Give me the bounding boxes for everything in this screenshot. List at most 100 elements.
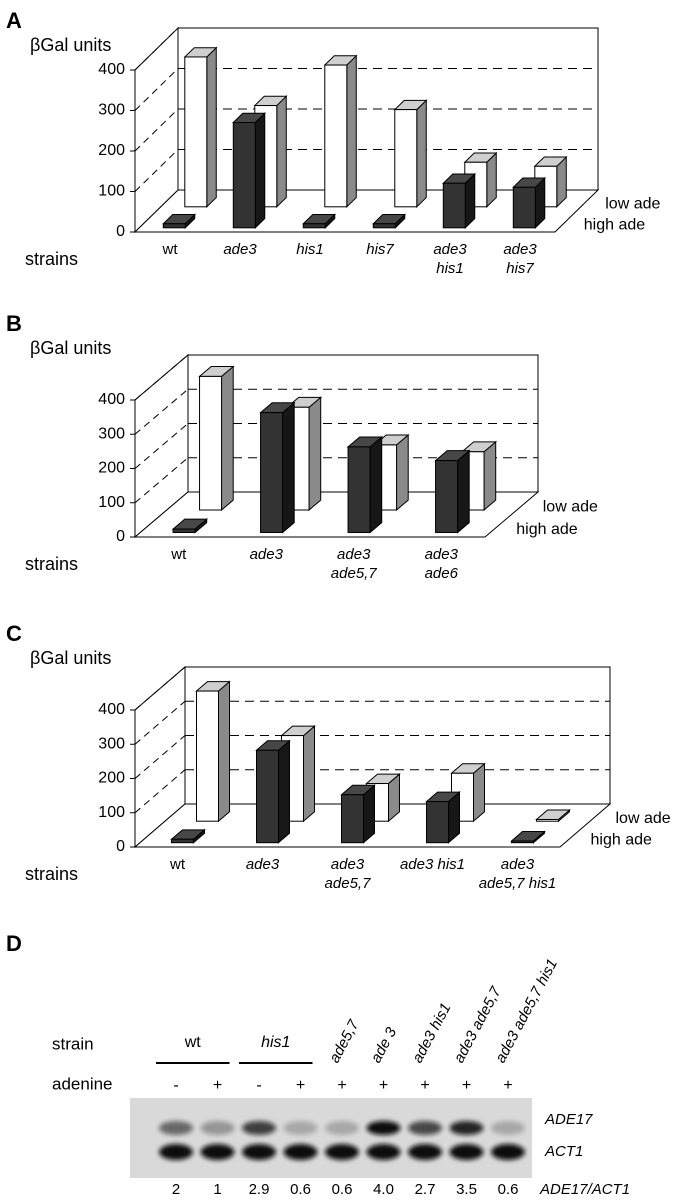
x-tick-label: ade3 ade5,7 [324, 856, 371, 892]
y-tick-label: 100 [98, 183, 125, 200]
ratio-value: 0.6 [290, 1181, 311, 1198]
ratio-value: 0.6 [498, 1181, 519, 1198]
bar [196, 690, 219, 822]
bar [435, 460, 459, 534]
ade17-band [449, 1121, 484, 1135]
bar-side [483, 440, 497, 512]
bar-side [282, 401, 295, 534]
panel-label: A [6, 8, 22, 33]
y-tick-label: 100 [98, 494, 125, 511]
axis-title: βGal units [30, 35, 111, 55]
panel-label: B [6, 311, 22, 336]
ade17-band [283, 1121, 318, 1135]
panel-label: C [6, 621, 22, 646]
grid-line [134, 666, 186, 711]
strain-label: ade3 ade5,7 his1 [492, 956, 561, 1066]
ratio-value: 0.6 [332, 1181, 353, 1198]
bar [442, 182, 466, 229]
band-label: ADE17 [544, 1111, 593, 1128]
adenine-sign: - [256, 1077, 261, 1094]
x-tick-label: ade3 his1 [399, 856, 466, 873]
y-tick-label: 0 [116, 528, 125, 545]
legend-label: low ade [616, 810, 671, 827]
adenine-sign: + [462, 1077, 471, 1094]
bar [347, 446, 371, 533]
x-tick-label: wt [170, 856, 185, 873]
act1-band [242, 1144, 276, 1160]
ratio-value: 2 [172, 1181, 180, 1198]
bar [171, 838, 194, 844]
act1-band [366, 1144, 401, 1160]
y-tick-label: 300 [98, 735, 125, 752]
bar [372, 223, 396, 229]
ade17-band [200, 1121, 235, 1135]
y-tick-label: 300 [98, 425, 125, 442]
ratio-value: 3.5 [456, 1181, 477, 1198]
bar-side [308, 396, 322, 512]
ade17-band [325, 1121, 359, 1135]
ade17-band [159, 1121, 193, 1135]
bar-side [396, 433, 409, 512]
legend-label: low ade [605, 196, 660, 213]
bar [256, 749, 279, 844]
ratio-value: 4.0 [373, 1181, 394, 1198]
y-tick-label: 400 [98, 391, 125, 408]
bar [511, 840, 534, 844]
axis-title: βGal units [30, 648, 111, 668]
y-tick-label: 400 [98, 61, 125, 78]
bar [302, 223, 326, 229]
bar [536, 818, 559, 822]
x-tick-label: ade3 [223, 241, 257, 258]
bar-side [278, 739, 290, 844]
y-tick-label: 200 [98, 770, 125, 787]
bar [394, 109, 418, 208]
x-axis-label: strains [25, 554, 78, 574]
y-tick-label: 300 [98, 102, 125, 119]
bar [184, 56, 208, 208]
bar-side [346, 54, 357, 208]
x-tick-label: ade3 ade5,7 his1 [478, 856, 557, 892]
ade17-band [366, 1121, 401, 1135]
act1-band [159, 1144, 193, 1160]
adenine-sign: - [173, 1077, 178, 1094]
bar-side [369, 435, 383, 534]
y-tick-label: 400 [98, 701, 125, 718]
ratio-value: 2.9 [249, 1181, 270, 1198]
bar [172, 528, 196, 534]
act1-band [491, 1144, 525, 1160]
x-tick-label: ade3 [245, 856, 280, 873]
bar-side [276, 95, 287, 208]
bar [324, 64, 348, 208]
ratio-value: 1 [213, 1181, 221, 1198]
x-tick-label: ade3 his7 [503, 241, 537, 277]
bar-side [221, 365, 234, 512]
adenine-sign: + [379, 1077, 388, 1094]
row-label: strain [52, 1034, 94, 1053]
x-axis-label: strains [25, 249, 78, 269]
grid-line [134, 700, 186, 745]
panel-label: D [6, 931, 22, 956]
y-tick-label: 200 [98, 142, 125, 159]
legend-label: high ade [584, 217, 645, 234]
bar [512, 186, 536, 229]
grid-line [134, 27, 179, 71]
grid-line [134, 149, 179, 192]
legend-label: high ade [516, 521, 577, 538]
x-tick-label: wt [162, 241, 178, 258]
act1-band [408, 1144, 442, 1160]
x-tick-label: ade3 ade6 [424, 546, 458, 582]
bar [341, 794, 364, 844]
act1-band [283, 1144, 318, 1160]
x-tick-label: his7 [366, 241, 394, 258]
band-label: ACT1 [544, 1143, 583, 1160]
legend-label: low ade [543, 498, 598, 515]
bar-side [416, 99, 427, 208]
act1-band [200, 1144, 235, 1160]
strain-label: ade5,7 [326, 1017, 363, 1066]
axis-title: βGal units [30, 338, 111, 358]
bar [260, 412, 284, 533]
adenine-sign: + [503, 1077, 512, 1094]
ade17-band [491, 1121, 525, 1135]
bar [162, 223, 186, 229]
